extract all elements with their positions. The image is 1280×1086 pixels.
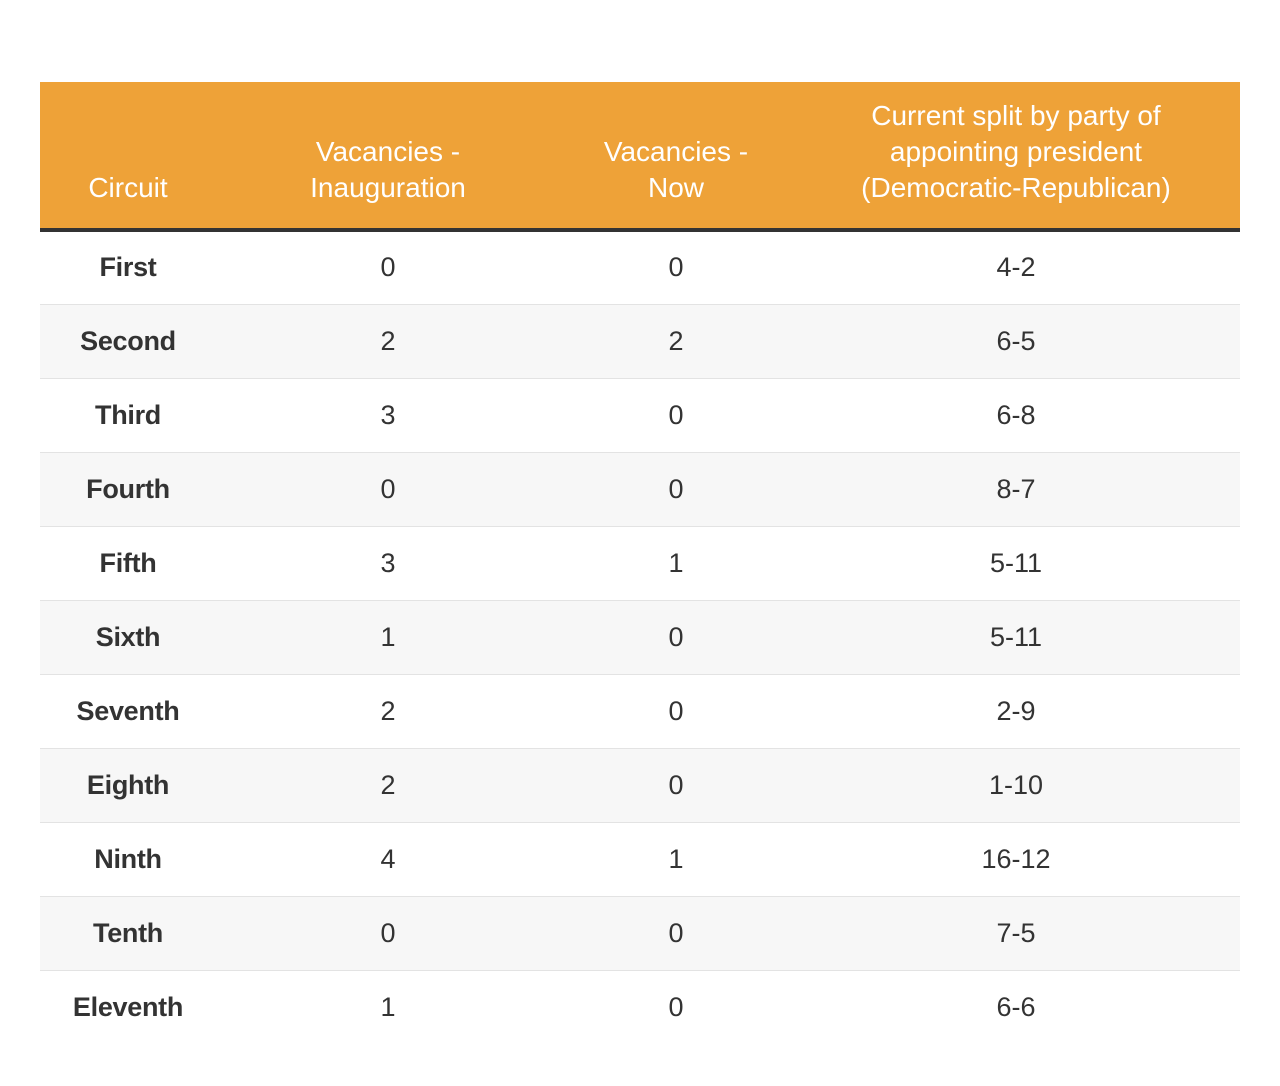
cell-party-split: 16-12	[792, 822, 1240, 897]
column-header-line: Current split by party of	[871, 100, 1161, 131]
cell-circuit: Seventh	[40, 674, 216, 749]
cell-vacancies-inauguration: 0	[216, 230, 560, 305]
cell-party-split: 8-7	[792, 452, 1240, 527]
cell-vacancies-now: 0	[560, 378, 792, 453]
cell-vacancies-now: 2	[560, 304, 792, 379]
cell-circuit: Tenth	[40, 896, 216, 971]
cell-party-split: 6-8	[792, 378, 1240, 453]
cell-vacancies-inauguration: 3	[216, 378, 560, 453]
table-header: Circuit Vacancies - Inauguration Vacancies …	[40, 82, 1240, 232]
cell-circuit: Eighth	[40, 748, 216, 823]
table-row: Sixth 1 0 5-11	[40, 600, 1240, 675]
cell-vacancies-now: 1	[560, 526, 792, 601]
column-header-line: appointing president	[889, 136, 1143, 167]
cell-party-split: 5-11	[792, 600, 1240, 675]
cell-vacancies-inauguration: 0	[216, 452, 560, 527]
table-row: Second 2 2 6-5	[40, 304, 1240, 379]
cell-vacancies-now: 0	[560, 452, 792, 527]
table-row: Eleventh 1 0 6-6	[40, 970, 1240, 1044]
cell-vacancies-now: 0	[560, 600, 792, 675]
column-header-line: Circuit	[88, 172, 168, 203]
column-header-circuit: Circuit	[40, 82, 216, 232]
cell-vacancies-inauguration: 2	[216, 748, 560, 823]
cell-circuit: Eleventh	[72, 991, 184, 1022]
column-header-vacancies-now: Vacancies - Now	[560, 82, 792, 232]
cell-circuit: Third	[40, 378, 216, 453]
column-header-line: Vacancies -	[315, 136, 461, 167]
header-row: Circuit Vacancies - Inauguration Vacancies …	[40, 82, 1240, 232]
circuit-vacancies-table: Circuit Vacancies - Inauguration Vacancies …	[40, 82, 1240, 1044]
table-row: Ninth 4 1 16-12	[40, 822, 1240, 897]
cell-vacancies-inauguration: 1	[380, 991, 396, 1022]
cell-party-split: 2-9	[792, 674, 1240, 749]
column-header-line: Inauguration	[310, 172, 466, 203]
column-header-party-split: Current split by party of appointing pres…	[792, 82, 1240, 232]
cell-vacancies-now: 0	[560, 674, 792, 749]
cell-vacancies-now: 0	[560, 748, 792, 823]
cell-circuit: Sixth	[40, 600, 216, 675]
cell-party-split: 4-2	[792, 230, 1240, 305]
table-body: First 0 0 4-2 Second 2 2 6-5 Third 3 0 6-8 Fourth 0 0 8…	[40, 230, 1240, 1044]
cell-party-split: 1-10	[792, 748, 1240, 823]
table-row: Tenth 0 0 7-5	[40, 896, 1240, 971]
cell-circuit: First	[40, 230, 216, 305]
cell-circuit: Ninth	[40, 822, 216, 897]
column-header-vacancies-inauguration: Vacancies - Inauguration	[216, 82, 560, 232]
table-row: Fourth 0 0 8-7	[40, 452, 1240, 527]
cell-party-split: 5-11	[792, 526, 1240, 601]
cell-vacancies-now: 1	[560, 822, 792, 897]
cell-vacancies-inauguration: 2	[216, 674, 560, 749]
cell-party-split: 6-6	[996, 991, 1036, 1022]
cell-circuit: Second	[40, 304, 216, 379]
column-header-line: Now	[647, 172, 704, 203]
vacancies-table-container: Circuit Vacancies - Inauguration Vacancies …	[40, 82, 1240, 1044]
cell-vacancies-now: 0	[560, 896, 792, 971]
cell-vacancies-now: 0	[560, 230, 792, 305]
cell-vacancies-inauguration: 4	[216, 822, 560, 897]
cell-circuit: Fifth	[40, 526, 216, 601]
cell-party-split: 7-5	[792, 896, 1240, 971]
table-row: Third 3 0 6-8	[40, 378, 1240, 453]
column-header-line: (Democratic-Republican)	[861, 172, 1171, 203]
table-row: Seventh 2 0 2-9	[40, 674, 1240, 749]
cell-vacancies-now: 0	[668, 991, 684, 1022]
table-row: Fifth 3 1 5-11	[40, 526, 1240, 601]
table-row: First 0 0 4-2	[40, 230, 1240, 305]
cell-circuit: Fourth	[40, 452, 216, 527]
column-header-line: Vacancies -	[603, 136, 749, 167]
cell-vacancies-inauguration: 2	[216, 304, 560, 379]
cell-vacancies-inauguration: 0	[216, 896, 560, 971]
cell-vacancies-inauguration: 1	[216, 600, 560, 675]
table-row: Eighth 2 0 1-10	[40, 748, 1240, 823]
cell-vacancies-inauguration: 3	[216, 526, 560, 601]
cell-party-split: 6-5	[792, 304, 1240, 379]
